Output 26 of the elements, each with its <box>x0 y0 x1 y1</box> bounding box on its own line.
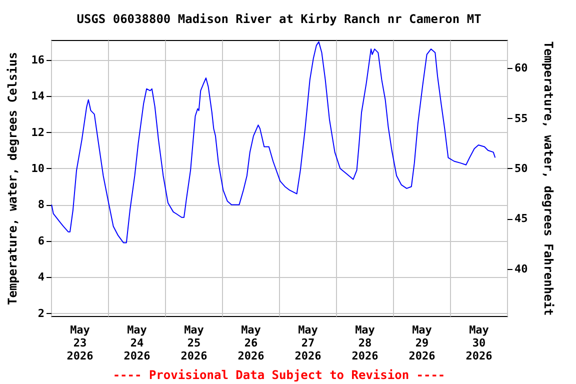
y-tick-label: 16 <box>31 53 45 66</box>
y-tick-label: 2 <box>38 306 44 320</box>
x-tick-label: May 27 2026 <box>294 324 322 362</box>
y-axis-title: Temperature, water, degrees Celsius <box>5 52 20 305</box>
y-tick-label: 6 <box>38 234 45 248</box>
chart-title: USGS 06038800 Madison River at Kirby Ranch nr Cameron MT <box>76 12 482 26</box>
y2-tick-label: 40 <box>514 262 528 276</box>
x-tick-label: May 25 2026 <box>180 324 208 362</box>
x-tick-label: May 29 2026 <box>408 324 436 362</box>
x-tick-label: May 24 2026 <box>124 324 151 362</box>
y-tick-label: 10 <box>31 162 44 175</box>
text: ---- Provisional Data Subject to Revision ---- <box>112 368 446 382</box>
y2-tick-label: 55 <box>514 112 528 125</box>
x-tick-label: May 30 2026 <box>466 324 493 362</box>
x-tick-label: May 23 2026 <box>66 324 94 362</box>
y-tick-label: 14 <box>31 90 45 103</box>
y2-axis-title: Temperature, water, degrees Fahrenheit <box>542 41 556 316</box>
x-tick-label: May 28 2026 <box>352 324 379 362</box>
y-tick-label: 8 <box>38 198 44 212</box>
line-series <box>51 41 496 244</box>
y-tick-label: 12 <box>31 126 44 139</box>
x-tick-label: May 26 2026 <box>238 324 265 362</box>
y2-tick-label: 50 <box>514 162 528 175</box>
y-tick-label: 4 <box>38 270 45 284</box>
y2-tick-label: 60 <box>514 62 528 75</box>
y2-tick-label: 45 <box>514 212 528 226</box>
